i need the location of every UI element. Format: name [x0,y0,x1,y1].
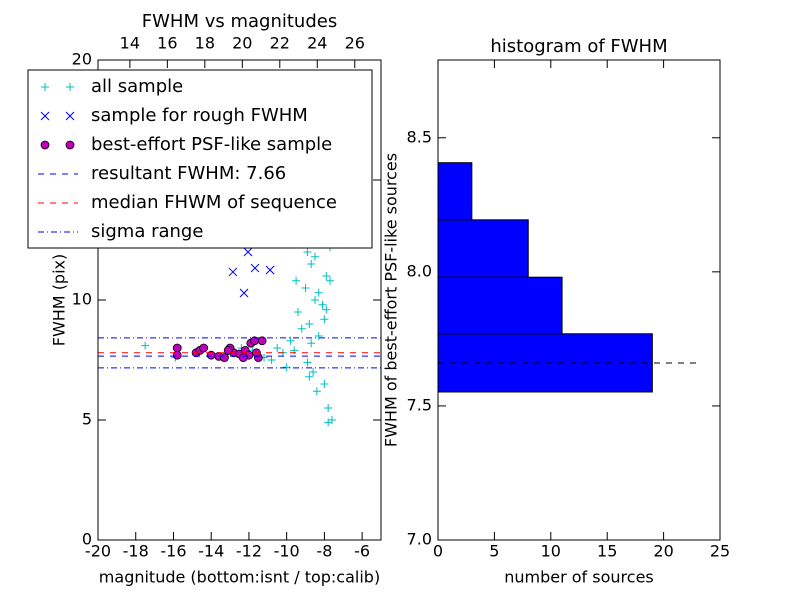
plus-marker [297,324,306,333]
x2-tick-label: 24 [307,34,327,53]
x-marker [228,267,238,277]
plus-marker [293,308,302,316]
y-tick-label: 10 [72,290,92,309]
x-marker [239,288,249,298]
legend-label: median FHWM of sequence [91,192,337,213]
chart-title: histogram of FWHM [490,36,667,57]
plus-marker [314,332,323,340]
x-tick-label: -6 [354,542,370,561]
x-tick-label: -10 [274,542,300,561]
legend-label: sigma range [91,221,203,242]
x-marker [265,265,275,275]
plus-marker [324,418,333,427]
y-tick-label: 0 [82,530,92,549]
x2-tick-label: 16 [157,34,177,53]
plus-marker [307,260,316,268]
plus-marker [307,339,316,348]
plus-marker [320,315,329,324]
x-tick-label: -8 [316,542,332,561]
plus-marker [141,341,150,350]
chart-title: FWHM vs magnitudes [142,11,337,32]
legend-marker [40,111,50,121]
circle-marker [220,353,229,363]
x2-tick-label: 20 [232,34,252,53]
x-tick-label: 15 [597,542,617,561]
x-tick-label: -16 [160,542,186,561]
histogram-bar [437,219,529,278]
x-axis-label: magnitude (bottom:isnt / top:calib) [99,568,380,587]
y-tick-label: 8.5 [407,127,432,146]
x-tick-label: 5 [489,542,499,561]
circle-marker [199,343,209,353]
legend-label: all sample [91,76,183,97]
plus-marker [326,276,335,285]
legend-marker [41,83,49,91]
plus-marker [310,296,319,304]
histogram-bar [437,162,473,221]
x-tick-label: 0 [433,542,443,561]
y-axis-label: FWHM of best-effort PSF-like sources [382,153,401,447]
legend-marker [65,111,75,121]
x-tick-label: 10 [541,542,561,561]
legend-marker [65,140,75,150]
x2-tick-label: 14 [120,34,140,53]
circle-marker [257,336,267,346]
plus-marker [286,336,295,345]
x-tick-label: -14 [198,542,224,561]
plus-marker [303,248,312,256]
plus-marker [322,305,331,314]
legend-label: resultant FWHM: 7.66 [91,163,286,184]
x-tick-label: 20 [653,542,673,561]
plus-marker [267,356,276,364]
y-tick-label: 7.0 [407,530,432,549]
plus-marker [273,344,282,352]
circle-marker [172,343,182,353]
legend-marker [40,140,50,150]
plus-marker [282,363,291,372]
circle-marker [238,353,248,363]
x2-tick-label: 18 [195,34,215,53]
plus-marker [320,380,329,388]
plus-marker [309,368,318,376]
legend: all sample sample for rough FWHM best-effo… [27,69,373,249]
y-tick-label: 8.0 [407,261,432,280]
axes-frame [97,59,382,541]
axes-frame [437,59,721,541]
plus-marker [305,320,314,328]
x-axis-label: number of sources [504,568,654,587]
plus-marker [305,372,314,381]
x2-tick-label: 26 [345,34,365,53]
plus-marker [312,387,321,396]
legend-label: sample for rough FWHM [91,105,308,126]
legend-label: best-effort PSF-like sample [91,134,332,155]
histogram-bar [437,276,563,335]
histogram-bar [437,333,653,393]
plus-marker [301,284,310,292]
legend-marker [66,83,74,91]
x-tick-label: -12 [236,542,262,561]
plus-marker [310,252,319,261]
plus-marker [303,358,312,367]
x-tick-label: -20 [85,542,111,561]
y-tick-label: 7.5 [407,395,432,414]
y-axis-label: FWHM (pix) [50,254,69,347]
plus-marker [324,404,333,412]
y-tick-label: 5 [82,410,92,429]
plus-marker [314,288,323,297]
plus-marker [318,300,327,309]
x-tick-label: -18 [123,542,149,561]
plus-marker [322,272,331,280]
x-tick-label: 25 [710,542,730,561]
x-marker [243,247,253,257]
y-tick-label: 20 [72,50,92,69]
x-marker [250,263,260,273]
x2-tick-label: 22 [270,34,290,53]
legend-box [27,69,373,249]
plus-marker [292,276,301,285]
